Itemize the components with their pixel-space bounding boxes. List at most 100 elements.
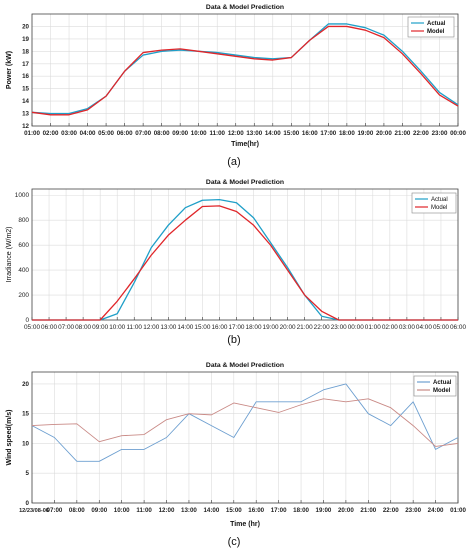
legend-label-model: Model xyxy=(427,29,445,35)
y-tick-label: 15 xyxy=(22,86,29,93)
x-tick-label: 05:00 xyxy=(98,130,114,137)
y-tick-label: 14 xyxy=(22,98,29,105)
legend: Actual Model xyxy=(407,16,455,38)
x-tick-label: 00:00 xyxy=(348,324,364,331)
x-tick-label: 12/23/08-06 xyxy=(19,508,49,514)
y-tick-label: 1000 xyxy=(15,192,30,199)
figure-caption: (b) xyxy=(227,334,240,346)
y-tick-label: 10 xyxy=(22,440,29,447)
x-tick-label: 18:00 xyxy=(293,507,309,514)
x-tick-label: 14:00 xyxy=(203,507,219,514)
x-tick-label: 07:00 xyxy=(47,507,63,514)
y-tick-label: 200 xyxy=(18,292,29,299)
x-tick-label: 17:00 xyxy=(320,130,336,137)
legend-box xyxy=(407,16,455,38)
x-tick-label: 16:00 xyxy=(302,130,318,137)
legend: Actual Model xyxy=(413,375,457,397)
x-tick-label: 15:00 xyxy=(283,130,299,137)
y-tick-label: 800 xyxy=(18,217,29,224)
chart-1: 12 13 14 15 16 17 18 19 20 01:00 02:00 03:00 04:00 05… xyxy=(6,4,466,168)
y-axis-label: Wind speed(m/s) xyxy=(6,410,13,466)
x-tick-label: 08:00 xyxy=(154,130,170,137)
y-tick-label: 400 xyxy=(18,267,29,274)
legend: Actual Model xyxy=(411,192,457,214)
x-tick-label: 13:00 xyxy=(181,507,197,514)
chart-title: Data & Model Prediction xyxy=(206,362,284,369)
x-tick-label: 21:00 xyxy=(360,507,376,514)
legend-label-actual: Actual xyxy=(427,21,446,27)
y-tick-label: 0 xyxy=(25,317,29,324)
legend-box xyxy=(411,192,457,214)
y-tick-label: 20 xyxy=(22,381,29,388)
x-tick-label: 17:00 xyxy=(228,324,244,331)
x-tick-label: 17:00 xyxy=(271,507,287,514)
legend-label-actual: Actual xyxy=(431,197,448,203)
x-tick-label: 20:00 xyxy=(280,324,296,331)
x-tick-label: 16:00 xyxy=(248,507,264,514)
x-tick-label: 06:00 xyxy=(450,324,466,331)
x-tick-label: 05:00 xyxy=(24,324,40,331)
x-tick-label: 07:00 xyxy=(58,324,74,331)
x-tick-label: 04:00 xyxy=(416,324,432,331)
series-line-model xyxy=(31,25,459,116)
x-tick-label: 20:00 xyxy=(338,507,354,514)
x-tick-label: 16:00 xyxy=(211,324,227,331)
y-tick-label: 0 xyxy=(26,500,30,507)
x-tick-label: 07:00 xyxy=(135,130,151,137)
y-tick-label: 18 xyxy=(22,48,29,55)
x-tick-label: 09:00 xyxy=(91,507,107,514)
x-tick-label: 08:00 xyxy=(75,324,91,331)
x-tick-label: 11:00 xyxy=(209,130,225,137)
y-tick-label: 5 xyxy=(26,470,30,477)
x-tick-label: 21:00 xyxy=(297,324,313,331)
x-tick-label: 14:00 xyxy=(265,130,281,137)
x-tick-label: 19:00 xyxy=(316,507,332,514)
y-tick-label: 13 xyxy=(22,111,29,118)
x-tick-label: 08:00 xyxy=(69,507,85,514)
legend-label-model: Model xyxy=(431,205,447,211)
legend-label-actual: Actual xyxy=(433,380,452,386)
series-line-actual xyxy=(31,383,459,462)
x-tick-label: 13:00 xyxy=(246,130,262,137)
x-tick-label: 04:00 xyxy=(80,130,96,137)
x-tick-label: 09:00 xyxy=(92,324,108,331)
x-tick-label: 06:00 xyxy=(41,324,57,331)
x-axis-label: Time(hr) xyxy=(231,141,259,148)
x-tick-label: 09:00 xyxy=(172,130,188,137)
x-tick-label: 10:00 xyxy=(191,130,207,137)
x-tick-label: 01:00 xyxy=(24,130,40,137)
legend-label-model: Model xyxy=(433,388,451,394)
x-tick-label: 03:00 xyxy=(399,324,415,331)
x-tick-label: 22:00 xyxy=(314,324,330,331)
plot-area xyxy=(32,189,458,320)
x-axis-label: Time (hr) xyxy=(230,521,260,528)
x-tick-label: 19:00 xyxy=(263,324,279,331)
x-tick-label: 11:00 xyxy=(126,324,142,331)
y-tick-label: 15 xyxy=(22,411,29,418)
x-tick-label: 23:00 xyxy=(432,130,448,137)
x-tick-label: 18:00 xyxy=(246,324,262,331)
x-tick-label: 00:00 xyxy=(450,130,466,137)
y-tick-label: 16 xyxy=(22,73,29,80)
plot-frame xyxy=(31,13,459,127)
figure-caption: (a) xyxy=(227,156,240,168)
y-tick-label: 600 xyxy=(18,242,29,249)
x-tick-label: 24:00 xyxy=(428,507,444,514)
x-tick-label: 20:00 xyxy=(376,130,392,137)
x-tick-label: 23:00 xyxy=(405,507,421,514)
x-tick-label: 18:00 xyxy=(339,130,355,137)
plot-frame xyxy=(31,188,459,321)
y-tick-label: 12 xyxy=(22,123,29,130)
x-tick-label: 23:00 xyxy=(331,324,347,331)
x-tick-label: 12:00 xyxy=(159,507,175,514)
x-tick-label: 10:00 xyxy=(109,324,125,331)
chart-title: Data & Model Prediction xyxy=(206,179,284,186)
x-tick-label: 01:00 xyxy=(450,507,466,514)
x-tick-label: 22:00 xyxy=(383,507,399,514)
x-tick-label: 15:00 xyxy=(194,324,210,331)
x-tick-label: 05:00 xyxy=(433,324,449,331)
x-tick-label: 10:00 xyxy=(114,507,130,514)
y-axis-label: Power (kW) xyxy=(6,51,13,89)
